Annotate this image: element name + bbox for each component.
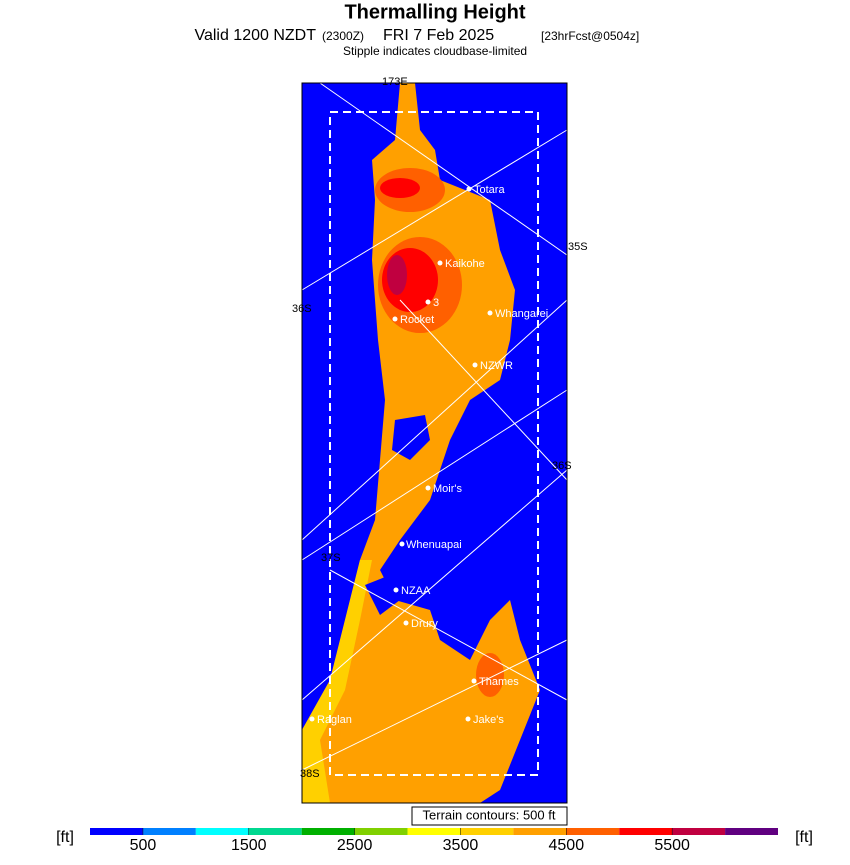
colorbar-box: [90, 828, 143, 835]
land-edge: [302, 560, 372, 803]
colorbar-unit: [ft]: [56, 829, 74, 846]
grid-label: 173E: [382, 76, 408, 88]
grid-label: 38S: [300, 768, 320, 780]
map-frame: [301, 82, 568, 804]
colorbar-box: [248, 828, 302, 835]
colorbar-tick-label: 4500: [549, 837, 585, 854]
colorbar-box: [672, 828, 726, 835]
colorbar-box: [725, 828, 778, 835]
place-label: 3: [433, 297, 439, 309]
colorbar-tick-label: 2500: [337, 837, 373, 854]
high-zone: [476, 653, 504, 697]
colorbar-box: [619, 828, 673, 835]
colorbar-tick-label: 1500: [231, 837, 267, 854]
subtitle-utc: (2300Z): [322, 29, 364, 43]
forecast: [23hrFcst@0504z]: [541, 29, 639, 43]
place-label: Thames: [479, 676, 519, 688]
place-label: Whangarei: [495, 308, 548, 320]
place-label: Drury: [411, 618, 438, 630]
colorbar-box: [142, 828, 196, 835]
harbour: [365, 575, 400, 615]
place-label: NZAA: [401, 585, 431, 597]
place-dots: [309, 186, 493, 722]
grid-label: 37S: [321, 552, 341, 564]
place-label: Raglan: [317, 714, 352, 726]
place-label: Totara: [474, 184, 505, 196]
colorbar-box: [513, 828, 567, 835]
note: Stipple indicates cloudbase-limited: [343, 44, 527, 58]
colorbar-box: [301, 828, 355, 835]
harbour: [430, 470, 500, 600]
colorbar-tick-label: 500: [130, 837, 157, 854]
high-zone: [380, 178, 420, 198]
colorbar-unit: [ft]: [795, 829, 813, 846]
place-label: Jake's: [473, 714, 504, 726]
colorbar-box: [195, 828, 249, 835]
place-label: Rocket: [400, 314, 434, 326]
colorbar-box: [354, 828, 408, 835]
domain-box: [329, 111, 539, 776]
terrain-box: [411, 806, 568, 826]
title: Thermalling Height: [344, 1, 525, 23]
place-label: Whenuapai: [406, 539, 462, 551]
map: Totara Kaikohe 3 Rocket Whangarei NZWR M…: [292, 76, 588, 826]
graticule: [301, 82, 568, 771]
colorbar-box: [407, 828, 461, 835]
grid-label: 36S: [552, 460, 572, 472]
colorbar-tick-label: 5500: [654, 837, 690, 854]
colorbar-box: [566, 828, 620, 835]
subtitle-valid: Valid 1200 NZDT: [194, 27, 316, 44]
colorbar: [ft] [ft] 500 1500 2500 3500 4500 5500: [56, 828, 813, 854]
subtitle-date: FRI 7 Feb 2025: [383, 27, 494, 44]
harbour: [392, 415, 430, 460]
grid-label: 36S: [292, 303, 312, 315]
colorbar-box: [460, 828, 514, 835]
colorbar-tick-label: 3500: [443, 837, 479, 854]
place-label: Kaikohe: [445, 258, 485, 270]
high-zone: [387, 255, 407, 295]
place-label: Moir's: [433, 483, 462, 495]
place-label: NZWR: [480, 360, 513, 372]
terrain-note: Terrain contours: 500 ft: [423, 807, 556, 822]
grid-label: 35S: [568, 241, 588, 253]
